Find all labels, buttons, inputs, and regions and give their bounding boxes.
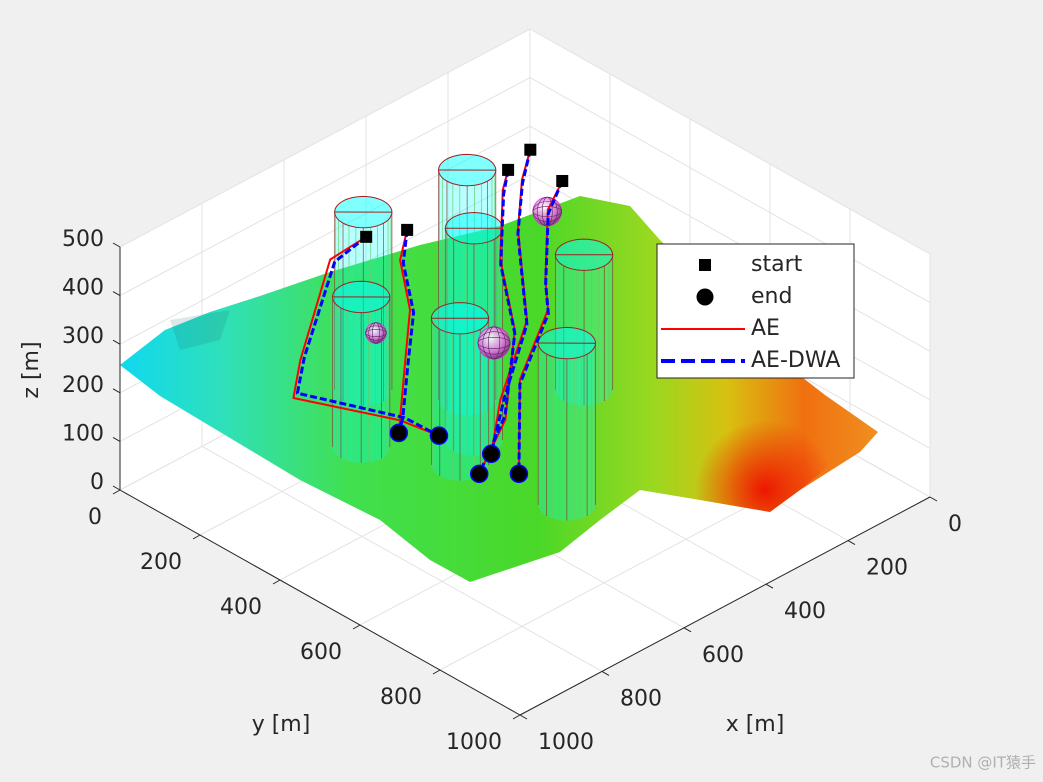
threat-mesh xyxy=(477,331,511,355)
end-marker xyxy=(429,426,449,445)
obstacle-top xyxy=(444,211,504,245)
grid-line xyxy=(119,28,531,248)
grid-line xyxy=(529,77,931,304)
z-tick xyxy=(112,339,121,345)
z-tick-label: 0 xyxy=(90,470,104,495)
path-line xyxy=(517,180,564,474)
grid-line xyxy=(119,125,531,345)
x-tick-label: 0 xyxy=(948,512,962,537)
y-tick-label: 200 xyxy=(140,550,182,575)
watermark: CSDN @IT猿手 xyxy=(930,754,1036,772)
end-marker xyxy=(389,423,409,443)
y-tick-label: 1000 xyxy=(446,730,502,755)
end-marker xyxy=(469,464,489,484)
paths xyxy=(292,143,569,484)
start-marker xyxy=(524,143,537,156)
x-tick-label: 400 xyxy=(784,599,826,624)
x-tick-label: 200 xyxy=(866,556,908,581)
grid-line xyxy=(119,77,531,297)
threats xyxy=(365,196,563,360)
path-line xyxy=(477,169,517,475)
grid-line xyxy=(529,125,931,352)
y-tick-label: 800 xyxy=(380,685,422,710)
legend-label: end xyxy=(751,284,792,309)
y-tick xyxy=(272,579,281,585)
terrain-shade xyxy=(170,310,230,350)
z-tick xyxy=(112,485,121,491)
z-tick xyxy=(112,291,121,297)
end-marker xyxy=(509,464,529,484)
x-axis-title: x [m] xyxy=(726,712,785,737)
threat-mesh xyxy=(368,322,384,344)
legend-box xyxy=(656,243,855,379)
y-tick-label: 400 xyxy=(220,595,262,620)
y-axis-line xyxy=(119,489,521,716)
z-tick-label: 500 xyxy=(62,227,104,252)
start-marker xyxy=(556,174,569,187)
threat-mesh xyxy=(482,326,506,360)
legend-label: start xyxy=(751,252,803,277)
x-tick xyxy=(683,627,692,633)
x-tick-label: 600 xyxy=(702,643,744,668)
x-tick-label: 1000 xyxy=(538,730,594,755)
legend-label: AE xyxy=(751,316,780,341)
z-tick xyxy=(112,436,121,442)
z-tick-label: 200 xyxy=(62,373,104,398)
legend: start end AE AE-DWA xyxy=(656,243,855,379)
start-marker xyxy=(401,223,414,236)
x-tick-label: 800 xyxy=(620,686,662,711)
legend-symbol xyxy=(696,288,714,306)
obstacle-top xyxy=(430,302,490,335)
y-tick-label: 0 xyxy=(88,505,102,530)
obstacle-top xyxy=(437,153,497,187)
grid-line xyxy=(529,28,931,255)
start-marker xyxy=(502,163,515,176)
y-axis-title: y [m] xyxy=(252,712,311,737)
path-line xyxy=(397,229,416,434)
y-tick xyxy=(192,534,201,540)
x-tick xyxy=(847,540,856,546)
z-axis-title: z [m] xyxy=(19,341,44,398)
y-tick xyxy=(112,489,121,495)
y-tick xyxy=(352,624,361,630)
legend-symbol xyxy=(699,259,711,271)
threat-mesh xyxy=(365,325,387,341)
end-marker xyxy=(481,444,501,464)
x-tick xyxy=(765,583,774,589)
path-line xyxy=(489,149,532,455)
x-axis-line xyxy=(519,496,931,716)
x-tick xyxy=(519,714,528,720)
obstacle-top xyxy=(334,195,393,229)
axes: 0 200 400 600 800 1000 0 200 400 600 800 1000 0 100 20… xyxy=(62,227,962,755)
obstacles xyxy=(331,153,614,521)
start-marker xyxy=(360,230,373,243)
obstacle-top xyxy=(537,326,597,360)
z-tick-label: 400 xyxy=(62,276,104,301)
terrain-ridge xyxy=(640,400,860,512)
path-line xyxy=(397,229,411,433)
y-tick-label: 600 xyxy=(300,640,342,665)
x-tick xyxy=(929,496,938,502)
y-tick xyxy=(432,669,441,675)
z-tick xyxy=(112,242,121,248)
path-line xyxy=(295,235,440,438)
legend-label: AE-DWA xyxy=(751,348,840,373)
obstacle-top xyxy=(554,238,614,271)
z-tick-label: 100 xyxy=(62,421,104,446)
path-line xyxy=(292,235,440,437)
z-tick xyxy=(112,388,121,394)
grid-line xyxy=(201,445,603,672)
z-tick-label: 300 xyxy=(62,324,104,349)
x-tick xyxy=(601,670,610,676)
obstacle-top xyxy=(331,280,391,314)
y-tick xyxy=(512,714,521,720)
